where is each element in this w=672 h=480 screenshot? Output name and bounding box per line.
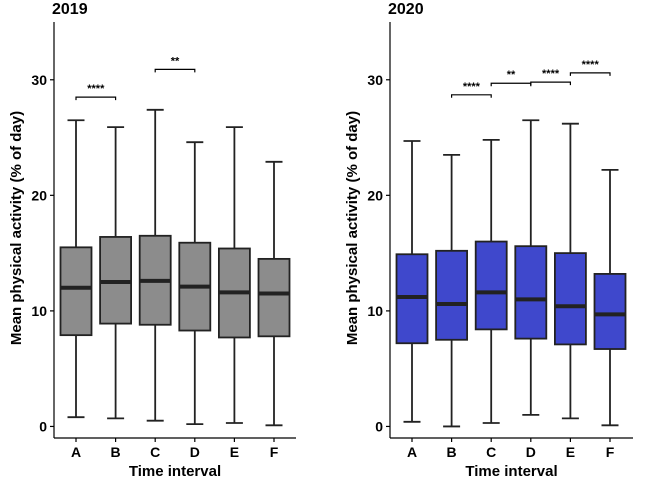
y-tick-label: 30 (367, 72, 383, 88)
x-tick-label: C (150, 444, 160, 460)
box-B (435, 153, 469, 428)
box-body (435, 249, 469, 341)
box-B (99, 126, 132, 420)
y-tick-label: 10 (367, 303, 383, 319)
x-tick-label: B (111, 444, 121, 460)
panel-2019: 2019 0 10 20 30 Mean physical activity (% of … (8, 1, 296, 480)
panel-2020: 2020 0 10 20 30 Mean physical activity (% of … (344, 1, 633, 480)
significance-bracket: **** (451, 81, 492, 98)
box-D (178, 141, 212, 426)
bracket-line (490, 82, 532, 87)
y-tick-label: 20 (367, 187, 383, 203)
box-F (257, 160, 291, 427)
significance-label: ** (171, 55, 180, 67)
x-tick-label: D (526, 444, 536, 460)
y-tick-label: 30 (31, 72, 47, 88)
box-body (554, 252, 587, 346)
y-axis-label: Mean physical activity (% of day) (344, 111, 361, 345)
box-body (474, 240, 508, 331)
y-tick-label: 20 (31, 187, 47, 203)
box-C (138, 108, 172, 422)
y-tick-label: 0 (39, 418, 47, 434)
significance-bracket: **** (75, 83, 117, 101)
box-body (59, 246, 93, 337)
significance-bracket: **** (569, 59, 611, 76)
x-tick-label: F (606, 444, 615, 460)
box-body (257, 257, 291, 338)
significance-label: ** (507, 69, 516, 81)
bracket-line (530, 81, 572, 86)
significance-bracket: ** (490, 69, 532, 87)
box-F (593, 169, 627, 427)
significance-bracket: **** (530, 68, 572, 86)
y-tick-label: 0 (375, 418, 383, 434)
significance-bracket: ** (154, 55, 196, 73)
x-axis-label: Time interval (129, 463, 221, 480)
panel-title: 2020 (388, 1, 424, 18)
x-tick-label: B (447, 444, 457, 460)
box-body (514, 245, 548, 340)
box-A (395, 140, 429, 423)
y-axis-label: Mean physical activity (% of day) (8, 111, 25, 345)
box-A (59, 119, 93, 419)
box-body (593, 273, 627, 350)
x-tick-label: D (190, 444, 200, 460)
significance-label: **** (87, 83, 105, 95)
x-tick-label: A (407, 444, 417, 460)
significance-label: **** (463, 81, 481, 93)
box-E (217, 126, 251, 424)
significance-label: **** (582, 59, 600, 71)
x-tick-label: A (71, 444, 81, 460)
x-tick-label: F (270, 444, 279, 460)
bracket-line (154, 68, 196, 73)
x-tick-label: E (230, 444, 239, 460)
x-tick-label: C (486, 444, 496, 460)
box-C (474, 138, 508, 424)
box-D (514, 119, 548, 416)
bracket-line (451, 94, 492, 98)
x-tick-label: E (566, 444, 575, 460)
bracket-line (75, 96, 117, 101)
y-tick-label: 10 (31, 303, 47, 319)
significance-label: **** (542, 68, 560, 80)
bracket-line (569, 72, 611, 76)
x-axis-label: Time interval (465, 463, 557, 480)
box-E (554, 122, 587, 420)
panel-title: 2019 (52, 1, 88, 18)
